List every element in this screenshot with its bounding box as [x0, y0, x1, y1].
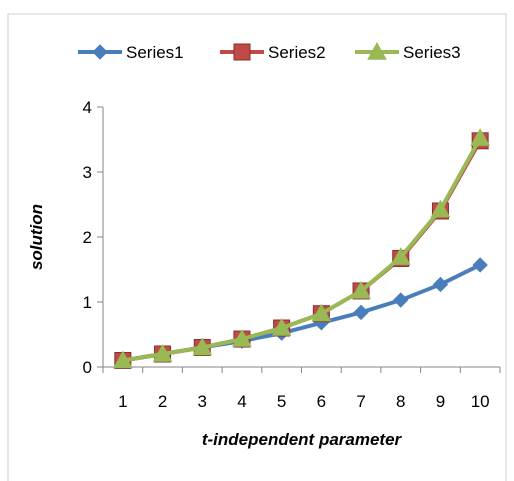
data-point-1: [432, 276, 449, 293]
y-tick-label: 1: [83, 293, 92, 312]
data-point-3: [390, 247, 411, 265]
y-tick-label: 3: [83, 163, 92, 182]
data-point-3: [271, 317, 292, 336]
x-tick-label: 3: [198, 392, 207, 411]
data-point-3: [113, 350, 133, 369]
y-tick-label: 2: [83, 228, 92, 247]
legend: Series1 Series2 Series3: [78, 41, 461, 62]
data-point-3: [351, 280, 371, 299]
legend-marker: [367, 41, 387, 60]
x-tick-label: 6: [317, 392, 326, 411]
axes: 0 1 2 3 4 1 2 3 4 5 6 7 8 9 10: [83, 98, 501, 411]
data-point-1: [393, 292, 409, 308]
data-point-3: [192, 337, 213, 356]
data-point-3: [311, 303, 332, 322]
legend-item-1: Series1: [78, 43, 184, 62]
y-tick-label: 4: [83, 98, 92, 117]
x-tick-label: 7: [356, 392, 365, 411]
x-tick-label: 9: [436, 392, 445, 411]
x-tick-label: 10: [471, 392, 490, 411]
legend-item-2: Series2: [220, 43, 326, 62]
x-axis-title: t-independent parameter: [202, 430, 403, 449]
legend-item-3: Series3: [355, 41, 461, 62]
chart-border: [7, 13, 507, 481]
legend-label: Series2: [268, 43, 326, 62]
x-tick-label: 1: [118, 392, 127, 411]
data-point-1: [472, 257, 488, 273]
x-tick-label: 4: [237, 392, 246, 411]
y-axis-title: solution: [27, 204, 46, 270]
series-layer: [113, 128, 490, 369]
legend-marker: [233, 43, 251, 61]
x-tick-label: 2: [158, 392, 167, 411]
data-point-3: [430, 199, 451, 218]
series-3: [113, 128, 490, 369]
legend-label: Series3: [403, 43, 461, 62]
data-point-3: [232, 329, 252, 347]
x-tick-label: 5: [277, 392, 286, 411]
data-point-3: [152, 343, 173, 362]
legend-label: Series1: [126, 43, 184, 62]
data-point-1: [353, 304, 369, 321]
data-point-3: [470, 128, 490, 146]
legend-marker: [92, 44, 108, 60]
y-tick-label: 0: [83, 358, 92, 377]
series-line-3: [122, 137, 482, 363]
x-tick-label: 8: [396, 392, 405, 411]
